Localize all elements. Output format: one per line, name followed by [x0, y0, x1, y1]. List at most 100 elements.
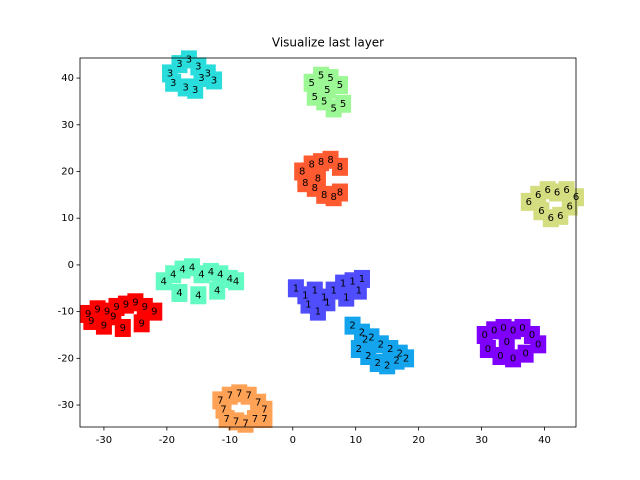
point-label: 9 — [110, 311, 116, 322]
x-tick-label: -10 — [222, 435, 238, 446]
point-label: 6 — [567, 202, 573, 213]
point-box — [171, 283, 188, 302]
point-label: 8 — [308, 159, 314, 170]
point-label: 2 — [403, 353, 409, 364]
point-label: 2 — [378, 339, 384, 350]
point-label: 4 — [161, 276, 167, 287]
point-label: 2 — [365, 351, 371, 362]
point-label: 2 — [356, 344, 362, 355]
point-label: 5 — [330, 103, 336, 114]
point-label: 2 — [393, 356, 399, 367]
point-label: 7 — [223, 414, 229, 425]
y-tick-label: 20 — [61, 167, 74, 178]
point-label: 0 — [535, 339, 541, 350]
point-label: 2 — [387, 344, 393, 355]
point-label: 2 — [375, 358, 381, 369]
point-label: 2 — [368, 332, 374, 343]
point-label: 3 — [183, 82, 189, 93]
x-tick-label: -20 — [159, 435, 175, 446]
point-label: 9 — [85, 309, 91, 320]
point-box — [83, 311, 100, 330]
point-box — [193, 69, 210, 88]
x-tick-label: 30 — [475, 435, 488, 446]
point-label: 7 — [261, 414, 267, 425]
point-label: 2 — [384, 360, 390, 371]
point-label: 5 — [324, 85, 330, 96]
point-box — [561, 197, 578, 216]
point-label: 4 — [189, 262, 195, 273]
point-box — [331, 183, 348, 202]
point-label: 5 — [308, 78, 314, 89]
point-label: 3 — [205, 68, 211, 79]
point-label: 0 — [504, 337, 510, 348]
point-box — [492, 347, 509, 366]
point-label: 0 — [522, 349, 528, 360]
point-box — [146, 302, 163, 321]
point-label: 7 — [217, 395, 223, 406]
point-label: 8 — [337, 188, 343, 199]
point-label: 4 — [179, 265, 185, 276]
point-label: 9 — [132, 297, 138, 308]
point-label: 7 — [242, 419, 248, 430]
point-box — [228, 272, 245, 291]
point-label: 9 — [101, 321, 107, 332]
point-label: 8 — [302, 178, 308, 189]
point-label: 1 — [359, 274, 365, 285]
point-label: 8 — [299, 167, 305, 178]
point-box — [479, 339, 496, 358]
point-label: 9 — [94, 304, 100, 315]
point-label: 9 — [104, 307, 110, 318]
y-tick-label: 30 — [61, 120, 74, 131]
x-tick-label: 40 — [538, 435, 551, 446]
point-box — [190, 286, 207, 305]
point-label: 7 — [246, 391, 252, 402]
point-box — [338, 288, 355, 307]
point-label: 2 — [397, 349, 403, 360]
point-label: 4 — [176, 288, 182, 299]
point-label: 2 — [362, 335, 368, 346]
point-label: 5 — [321, 96, 327, 107]
point-label: 4 — [198, 269, 204, 280]
point-label: 3 — [176, 59, 182, 70]
point-label: 6 — [544, 185, 550, 196]
point-label: 4 — [214, 286, 220, 297]
point-label: 0 — [519, 323, 525, 334]
point-label: 8 — [312, 183, 318, 194]
point-label: 2 — [359, 328, 365, 339]
point-label: 0 — [482, 330, 488, 341]
point-label: 8 — [330, 192, 336, 203]
point-box — [206, 71, 223, 90]
point-label: 9 — [88, 316, 94, 327]
point-label: 0 — [497, 351, 503, 362]
point-label: 5 — [327, 73, 333, 84]
point-box — [215, 400, 232, 419]
point-label: 0 — [491, 325, 497, 336]
y-tick-label: -10 — [58, 307, 74, 318]
point-label: 0 — [500, 323, 506, 334]
point-box — [309, 302, 326, 321]
point-box — [309, 169, 326, 188]
point-label: 0 — [510, 353, 516, 364]
point-label: 7 — [255, 398, 261, 409]
point-box — [209, 281, 226, 300]
point-label: 6 — [554, 188, 560, 199]
point-box — [105, 307, 122, 326]
point-box — [498, 332, 515, 351]
point-label: 5 — [337, 80, 343, 91]
point-label: 9 — [151, 307, 157, 318]
point-label: 7 — [233, 416, 239, 427]
point-label: 1 — [312, 286, 318, 297]
point-box — [530, 335, 547, 354]
point-box — [133, 314, 150, 333]
point-box — [350, 281, 367, 300]
point-label: 1 — [305, 300, 311, 311]
x-tick-label: 0 — [290, 435, 296, 446]
chart-title: Visualize last layer — [272, 36, 384, 50]
point-label: 3 — [198, 73, 204, 84]
point-label: 1 — [321, 293, 327, 304]
point-label: 1 — [356, 286, 362, 297]
point-label: 1 — [324, 297, 330, 308]
point-label: 1 — [293, 283, 299, 294]
point-label: 3 — [167, 68, 173, 79]
